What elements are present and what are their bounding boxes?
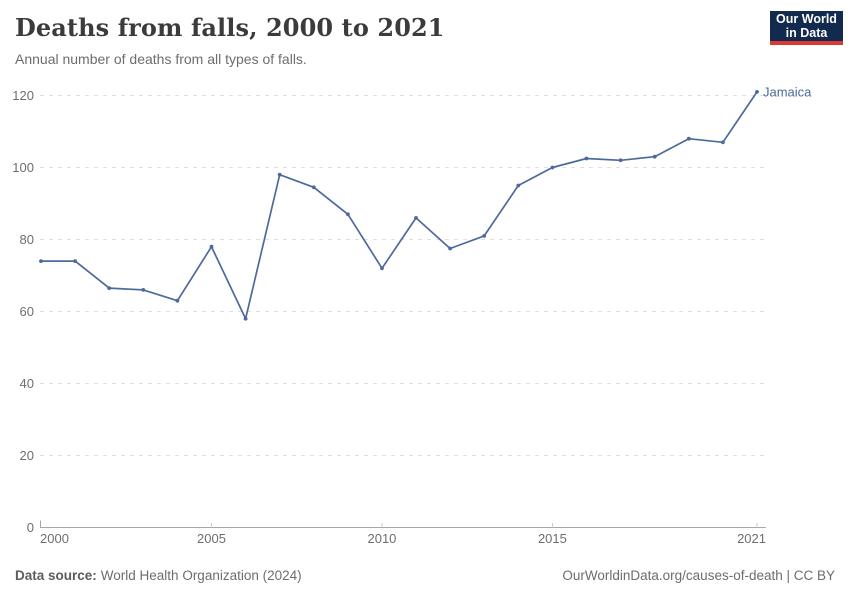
chart-subtitle: Annual number of deaths from all types o… <box>15 51 307 67</box>
y-tick-label: 20 <box>20 448 34 463</box>
data-point <box>380 266 384 271</box>
data-point <box>584 156 589 161</box>
logo-line2: in Data <box>785 26 828 40</box>
y-tick-label: 100 <box>12 160 34 175</box>
data-point <box>482 234 487 238</box>
data-source-label: Data source: <box>15 568 97 583</box>
data-point <box>73 259 77 263</box>
data-source: Data source: World Health Organization (2… <box>15 568 302 583</box>
data-source-value: World Health Organization (2024) <box>100 568 302 583</box>
logo-line1: Our World <box>776 12 837 26</box>
chart-title: Deaths from falls, 2000 to 2021 <box>15 13 445 42</box>
data-point <box>686 136 691 141</box>
data-point <box>414 216 418 220</box>
data-point <box>721 140 725 145</box>
series-label-jamaica: Jamaica <box>763 84 812 99</box>
data-point <box>209 244 214 249</box>
data-point <box>141 288 146 292</box>
data-point <box>755 90 759 94</box>
data-point <box>346 212 350 217</box>
y-tick-label: 60 <box>20 304 34 319</box>
license-link[interactable]: OurWorldinData.org/causes-of-death | CC … <box>562 568 835 583</box>
chart-footer: Data source: World Health Organization (2… <box>15 568 835 583</box>
data-point <box>175 298 180 303</box>
y-tick-label: 0 <box>27 520 34 535</box>
data-point <box>311 185 316 190</box>
data-point <box>550 165 555 170</box>
x-tick-label: 2005 <box>197 531 226 546</box>
data-point <box>618 158 623 163</box>
x-tick-label: 2010 <box>367 531 396 546</box>
x-tick-label: 2021 <box>737 531 766 546</box>
data-point <box>516 183 521 188</box>
data-point <box>652 154 657 159</box>
x-tick-label: 2000 <box>40 531 69 546</box>
y-tick-label: 40 <box>20 376 34 391</box>
data-point <box>277 172 282 177</box>
trend-line-jamaica <box>40 91 758 320</box>
data-point <box>107 286 112 290</box>
x-tick-label: 2015 <box>538 531 567 546</box>
data-point <box>448 246 452 251</box>
chart-header: Deaths from falls, 2000 to 2021 Annual n… <box>15 13 835 67</box>
data-point <box>39 259 43 263</box>
y-tick-label: 80 <box>20 232 34 247</box>
owid-logo[interactable]: Our World in Data <box>770 11 843 45</box>
data-point <box>243 316 248 321</box>
y-tick-label: 120 <box>12 88 34 103</box>
